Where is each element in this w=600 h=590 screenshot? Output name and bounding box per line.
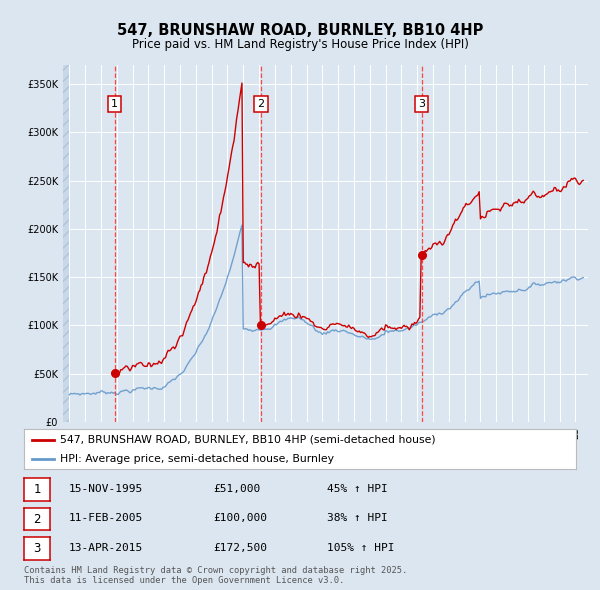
- Text: 2: 2: [34, 513, 41, 526]
- Text: £172,500: £172,500: [213, 543, 267, 552]
- Text: 38% ↑ HPI: 38% ↑ HPI: [327, 513, 388, 523]
- Text: Price paid vs. HM Land Registry's House Price Index (HPI): Price paid vs. HM Land Registry's House …: [131, 38, 469, 51]
- Bar: [63, 65, 70, 422]
- Text: 1: 1: [34, 483, 41, 496]
- Text: 2: 2: [257, 99, 265, 109]
- Text: 15-NOV-1995: 15-NOV-1995: [69, 484, 143, 493]
- Text: £100,000: £100,000: [213, 513, 267, 523]
- Text: 3: 3: [34, 542, 41, 555]
- Text: 13-APR-2015: 13-APR-2015: [69, 543, 143, 552]
- Text: 45% ↑ HPI: 45% ↑ HPI: [327, 484, 388, 493]
- Text: 547, BRUNSHAW ROAD, BURNLEY, BB10 4HP (semi-detached house): 547, BRUNSHAW ROAD, BURNLEY, BB10 4HP (s…: [60, 435, 436, 445]
- Text: £51,000: £51,000: [213, 484, 260, 493]
- Text: 547, BRUNSHAW ROAD, BURNLEY, BB10 4HP: 547, BRUNSHAW ROAD, BURNLEY, BB10 4HP: [117, 23, 483, 38]
- Text: HPI: Average price, semi-detached house, Burnley: HPI: Average price, semi-detached house,…: [60, 454, 334, 464]
- Text: 11-FEB-2005: 11-FEB-2005: [69, 513, 143, 523]
- Text: 3: 3: [418, 99, 425, 109]
- Text: 1: 1: [111, 99, 118, 109]
- Text: Contains HM Land Registry data © Crown copyright and database right 2025.
This d: Contains HM Land Registry data © Crown c…: [24, 566, 407, 585]
- Text: 105% ↑ HPI: 105% ↑ HPI: [327, 543, 395, 552]
